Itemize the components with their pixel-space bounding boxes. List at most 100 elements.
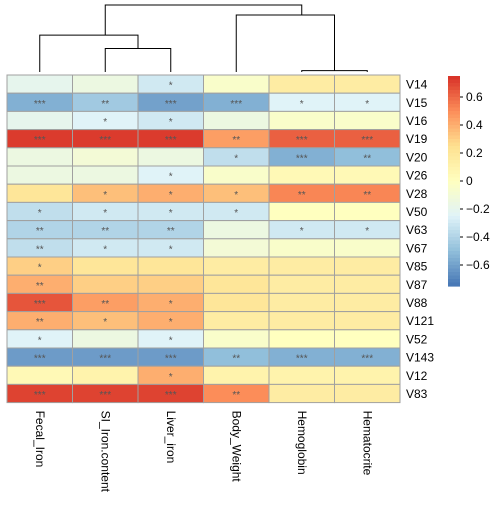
cell-V52-Body_Weight	[203, 329, 270, 349]
column-label-Liver_iron: Liver_iron	[164, 411, 178, 464]
cell-V16-Body_Weight	[203, 110, 270, 131]
significance-mark-V28-Body_Weight: *	[234, 190, 238, 201]
significance-mark-V121-Fecal_Iron: **	[36, 317, 44, 328]
row-label-V14: V14	[406, 78, 428, 92]
legend-band	[448, 233, 460, 238]
row-label-V20: V20	[406, 150, 428, 164]
legend-band	[448, 83, 460, 88]
significance-mark-V88-Liver_iron: *	[169, 299, 173, 310]
significance-mark-V26-Liver_iron: *	[169, 172, 173, 183]
significance-mark-V50-Body_Weight: *	[234, 208, 238, 219]
cell-V121-Hematocrite	[334, 311, 401, 331]
significance-mark-V15-Hematocrite: *	[365, 99, 369, 110]
cell-V85-Hemoglobin	[268, 256, 335, 276]
row-label-V52: V52	[406, 332, 428, 346]
legend-band	[448, 111, 460, 116]
significance-mark-V143-Hematocrite: ***	[361, 354, 373, 365]
cell-V87-Liver_iron	[137, 274, 204, 294]
cell-V88-Body_Weight	[203, 292, 270, 313]
significance-mark-V83-Liver_iron: ***	[165, 390, 177, 401]
cell-V20-Liver_iron	[137, 147, 204, 167]
cell-V87-SI_Iron.content	[72, 274, 139, 294]
cell-V12-Hematocrite	[334, 365, 401, 385]
column-dendrogram	[39, 4, 368, 72]
cell-V12-SI_Iron.content	[72, 365, 139, 385]
dendrogram-branch-0	[39, 34, 139, 72]
row-label-V26: V26	[406, 169, 428, 183]
legend-band	[448, 160, 460, 165]
significance-mark-V15-Body_Weight: ***	[230, 99, 242, 110]
significance-mark-V19-Hematocrite: ***	[361, 135, 373, 146]
cell-V16-Fecal_Iron	[6, 110, 73, 131]
legend-band	[448, 202, 460, 207]
significance-mark-V15-Hemoglobin: *	[300, 99, 304, 110]
legend-band	[448, 212, 460, 217]
significance-mark-V15-SI_Iron.content: **	[101, 99, 109, 110]
row-label-V88: V88	[406, 296, 428, 310]
row-label-V16: V16	[406, 114, 428, 128]
significance-mark-V83-Body_Weight: **	[232, 390, 240, 401]
significance-mark-V15-Liver_iron: ***	[165, 99, 177, 110]
cell-V121-Body_Weight	[203, 311, 270, 331]
legend-band	[448, 282, 460, 287]
legend-band	[448, 230, 460, 235]
legend-band	[448, 90, 460, 95]
row-label-V87: V87	[406, 278, 428, 292]
significance-mark-V83-SI_Iron.content: ***	[99, 390, 111, 401]
legend-band	[448, 251, 460, 256]
cell-V16-Hemoglobin	[268, 110, 335, 131]
legend-band	[448, 272, 460, 277]
significance-mark-V28-Liver_iron: *	[169, 190, 173, 201]
cell-V88-Hematocrite	[334, 292, 401, 313]
significance-mark-V50-Fecal_Iron: *	[38, 208, 42, 219]
row-label-V143: V143	[406, 351, 434, 365]
legend-band	[448, 177, 460, 182]
significance-mark-V15-Fecal_Iron: ***	[34, 99, 46, 110]
legend-band	[448, 209, 460, 214]
column-label-Hemoglobin: Hemoglobin	[295, 411, 309, 475]
cell-V67-Hematocrite	[334, 238, 401, 258]
legend-band	[448, 121, 460, 126]
legend-band	[448, 219, 460, 224]
legend-band	[448, 265, 460, 270]
legend-tick-label: −0.2	[466, 202, 490, 216]
significance-mark-V14-Liver_iron: *	[169, 81, 173, 92]
significance-mark-V20-Hematocrite: **	[363, 153, 371, 164]
cell-V85-Body_Weight	[203, 256, 270, 276]
legend-band	[448, 86, 460, 91]
significance-mark-V19-Fecal_Iron: ***	[34, 135, 46, 146]
significance-mark-V19-Hemoglobin: ***	[296, 135, 308, 146]
legend-band	[448, 198, 460, 203]
significance-mark-V88-Fecal_Iron: ***	[34, 299, 46, 310]
significance-mark-V63-Hemoglobin: *	[300, 226, 304, 237]
significance-mark-V19-Body_Weight: **	[232, 135, 240, 146]
cell-V87-Hemoglobin	[268, 274, 335, 294]
cell-V12-Fecal_Iron	[6, 365, 73, 385]
row-label-V28: V28	[406, 187, 428, 201]
legend-band	[448, 118, 460, 123]
legend-band	[448, 107, 460, 112]
legend-band	[448, 254, 460, 259]
significance-mark-V63-Hematocrite: *	[365, 226, 369, 237]
significance-mark-V20-Body_Weight: *	[234, 153, 238, 164]
cell-V121-Hemoglobin	[268, 311, 335, 331]
legend-band	[448, 170, 460, 175]
legend-tick-label: 0	[466, 174, 473, 188]
legend-tick-label: −0.4	[466, 230, 490, 244]
row-label-V63: V63	[406, 223, 428, 237]
cell-V87-Hematocrite	[334, 274, 401, 294]
legend-band	[448, 100, 460, 105]
legend-band	[448, 184, 460, 189]
legend-band	[448, 191, 460, 196]
significance-mark-V52-Liver_iron: *	[169, 335, 173, 346]
row-label-V15: V15	[406, 96, 428, 110]
cell-V85-Liver_iron	[137, 256, 204, 276]
legend-band	[448, 167, 460, 172]
legend-band	[448, 132, 460, 137]
dendrogram-branch-4	[104, 4, 303, 36]
cell-V52-Hemoglobin	[268, 329, 335, 349]
cell-V14-Body_Weight	[203, 74, 270, 94]
legend-band	[448, 163, 460, 168]
